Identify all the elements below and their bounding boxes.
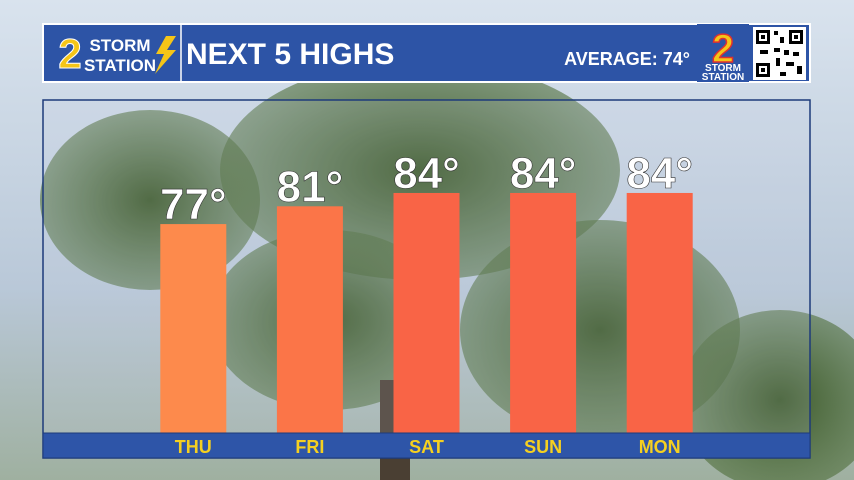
bar bbox=[393, 192, 460, 433]
chart-title: NEXT 5 HIGHS bbox=[186, 38, 394, 71]
bar bbox=[510, 192, 577, 433]
average-label: AVERAGE: 74° bbox=[564, 49, 690, 69]
value-label: 84° bbox=[510, 149, 577, 198]
qr-code bbox=[753, 27, 806, 80]
x-tick-label: FRI bbox=[295, 437, 324, 457]
bar bbox=[276, 206, 343, 433]
bar bbox=[626, 192, 693, 433]
value-label: 84° bbox=[626, 149, 693, 198]
header: 2 STORM STATION NEXT 5 HIGHS AVERAGE: 74… bbox=[42, 23, 811, 83]
logo-line2: STATION bbox=[84, 56, 156, 75]
x-tick-label: MON bbox=[639, 437, 681, 457]
bars: 77° 81° 84° 84° 84° bbox=[160, 149, 693, 433]
bar bbox=[160, 224, 227, 433]
logo-line1: STORM bbox=[89, 36, 150, 55]
logo2-line1: STORM bbox=[705, 63, 741, 74]
logo-bolt bbox=[155, 36, 176, 74]
x-tick-label: SAT bbox=[409, 437, 444, 457]
logo-number: 2 bbox=[58, 30, 81, 77]
category-strip bbox=[42, 432, 811, 459]
value-label: 84° bbox=[393, 149, 460, 198]
logo2-line2: STATION bbox=[702, 72, 744, 83]
x-tick-label: SUN bbox=[524, 437, 562, 457]
logo2-number: 2 bbox=[712, 27, 734, 71]
value-label: 77° bbox=[160, 180, 227, 229]
x-tick-label: THU bbox=[175, 437, 212, 457]
value-label: 81° bbox=[277, 162, 344, 211]
